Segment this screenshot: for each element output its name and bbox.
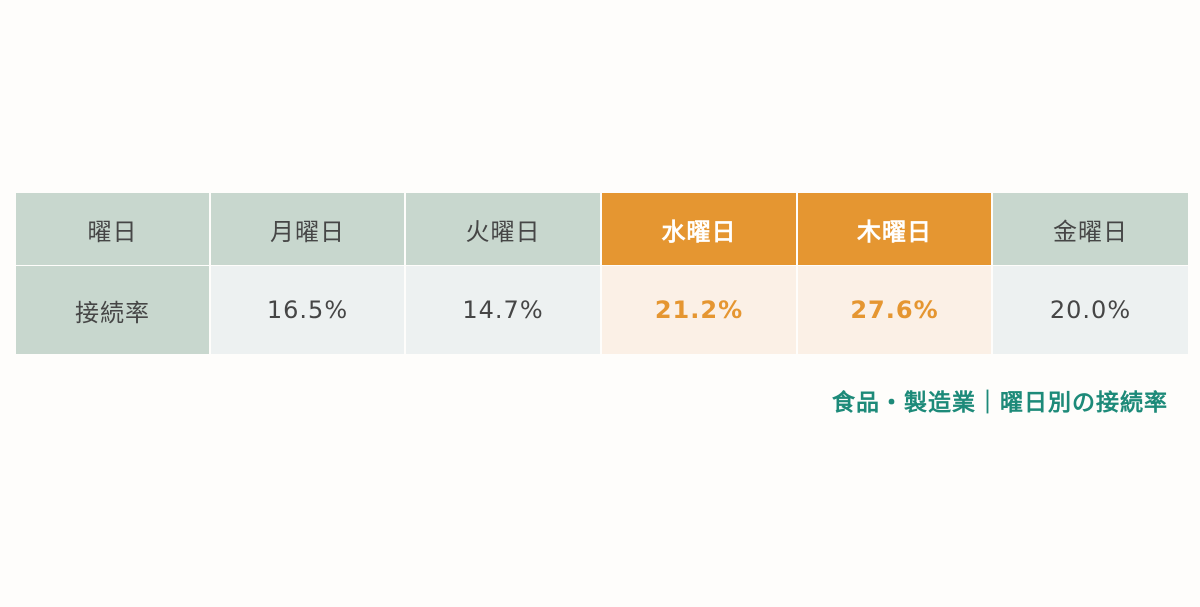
header-monday: 月曜日 [211,193,404,265]
header-tuesday: 火曜日 [406,193,600,265]
value-wednesday: 21.2% [602,266,796,354]
value-monday: 16.5% [211,266,404,354]
connection-rate-table: 曜日 月曜日 火曜日 水曜日 木曜日 金曜日 接続率 16.5% 14.7% 2… [16,193,1188,354]
value-tuesday: 14.7% [406,266,600,354]
value-thursday: 27.6% [798,266,991,354]
header-friday: 金曜日 [993,193,1188,265]
header-wednesday: 水曜日 [602,193,796,265]
row-label-cell: 接続率 [16,266,209,354]
header-label-cell: 曜日 [16,193,209,265]
value-friday: 20.0% [993,266,1188,354]
header-thursday: 木曜日 [798,193,991,265]
table-caption: 食品・製造業｜曜日別の接続率 [832,390,1168,416]
